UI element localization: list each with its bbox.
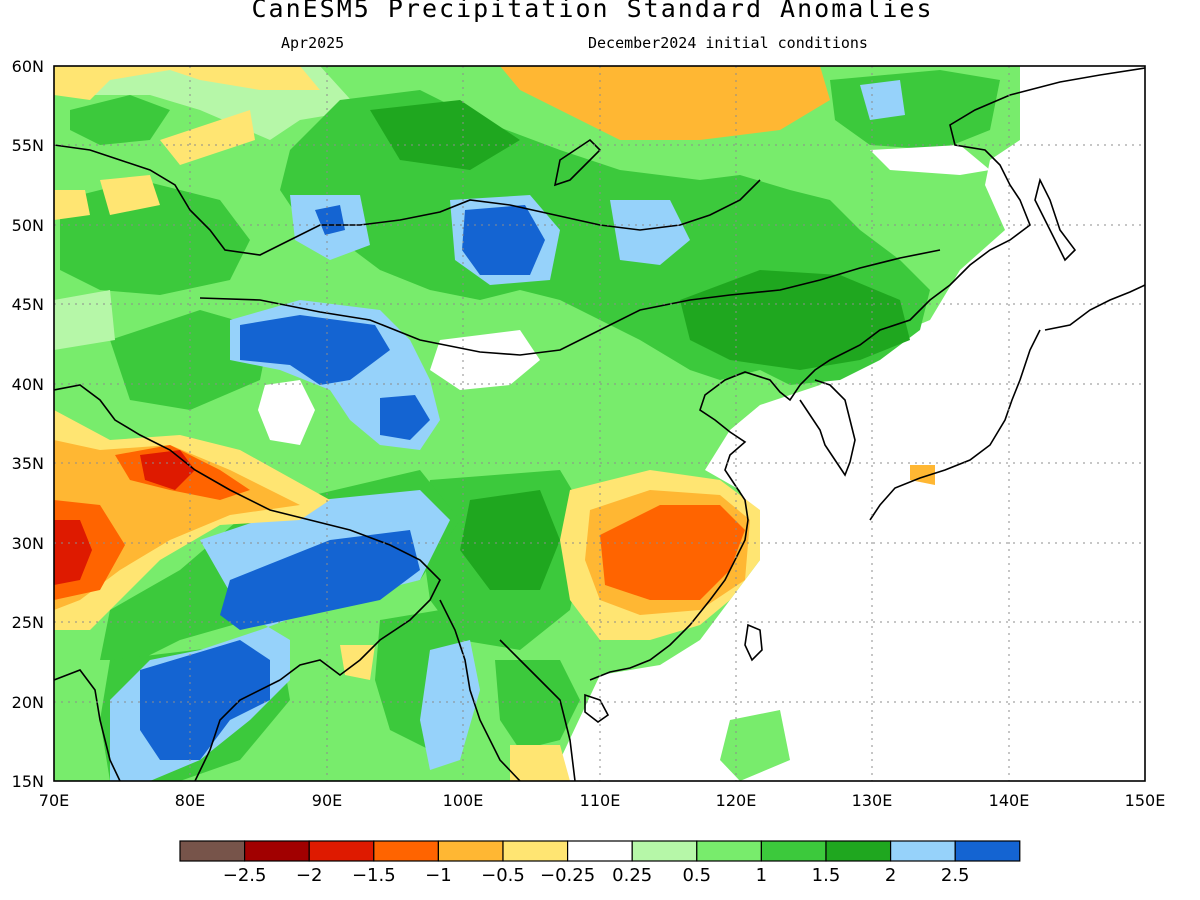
lat-tick-label: 55N <box>12 136 44 155</box>
map-frame <box>53 65 1146 782</box>
lat-tick-label: 50N <box>12 216 44 235</box>
colorbar-label: 2.5 <box>941 865 970 886</box>
lon-tick-label: 130E <box>852 791 893 810</box>
colorbar: −2.5 −2 −1.5 −1 −0.5 −0.25 0.25 0.5 1 1.5 2 2.5 <box>179 840 1021 886</box>
colorbar-label: −0.5 <box>481 865 525 886</box>
lat-tick-label: 60N <box>12 57 44 76</box>
lon-tick-label: 110E <box>580 791 621 810</box>
colorbar-swatch <box>373 840 439 862</box>
colorbar-label: 0.25 <box>612 865 652 886</box>
colorbar-label: −1 <box>425 865 452 886</box>
lon-tick-label: 90E <box>312 791 342 810</box>
lon-tick-label: 120E <box>716 791 757 810</box>
colorbar-label: −1.5 <box>352 865 396 886</box>
colorbar-swatch <box>308 840 375 862</box>
colorbar-swatch <box>825 840 892 862</box>
lon-tick-label: 100E <box>443 791 484 810</box>
forecast-month: Apr2025 <box>281 34 345 52</box>
colorbar-swatch <box>954 840 1021 862</box>
lat-axis: 15N 20N 25N 30N 35N 40N 45N 50N 55N 60N <box>12 57 44 791</box>
colorbar-swatch <box>631 840 698 862</box>
colorbar-swatch <box>502 840 569 862</box>
lat-tick-label: 20N <box>12 693 44 712</box>
colorbar-swatch <box>437 840 504 862</box>
lon-tick-label: 80E <box>175 791 205 810</box>
lat-tick-label: 35N <box>12 454 44 473</box>
lon-tick-label: 140E <box>989 791 1030 810</box>
colorbar-swatch <box>889 840 956 862</box>
lat-tick-label: 45N <box>12 295 44 314</box>
lat-tick-label: 30N <box>12 534 44 553</box>
colorbar-label: −0.25 <box>540 865 595 886</box>
lat-tick-label: 15N <box>12 772 44 791</box>
colorbar-swatch <box>566 840 633 862</box>
colorbar-label: 1 <box>756 865 767 886</box>
colorbar-swatch <box>179 840 246 862</box>
colorbar-label: 1.5 <box>812 865 841 886</box>
lon-tick-label: 150E <box>1125 791 1166 810</box>
lon-axis: 70E 80E 90E 100E 110E 120E 130E 140E 150… <box>39 791 1166 810</box>
colorbar-label: 0.5 <box>682 865 711 886</box>
colorbar-label: −2.5 <box>223 865 267 886</box>
map-title: CanESM5 Precipitation Standard Anomalies <box>251 0 934 23</box>
coastlines <box>54 67 1145 781</box>
colorbar-label: −2 <box>296 865 323 886</box>
initial-conditions: December2024 initial conditions <box>588 34 868 52</box>
colorbar-swatch <box>244 840 310 862</box>
lon-tick-label: 70E <box>39 791 69 810</box>
lat-tick-label: 40N <box>12 375 44 394</box>
grid-lines <box>54 66 1145 781</box>
lat-tick-label: 25N <box>12 613 44 632</box>
colorbar-label: 2 <box>885 865 896 886</box>
colorbar-swatch <box>760 840 827 862</box>
colorbar-swatch <box>696 840 762 862</box>
